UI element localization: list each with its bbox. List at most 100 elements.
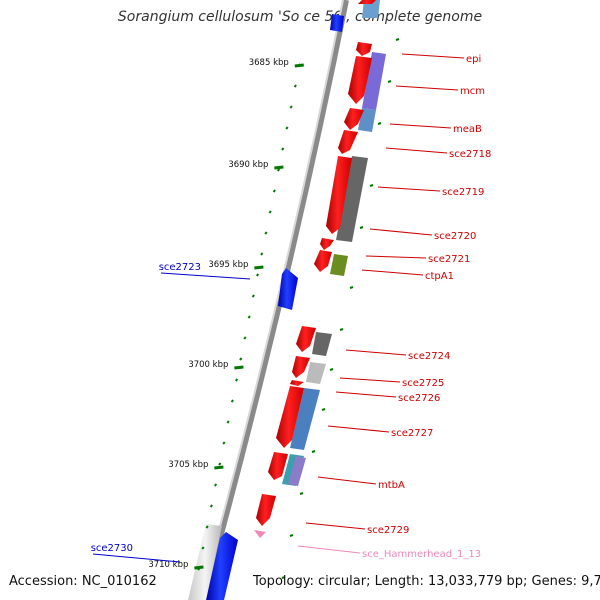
genome-backbone-highlight xyxy=(199,0,344,600)
gene-label: ctpA1 xyxy=(425,271,454,282)
tick-dot xyxy=(264,231,268,235)
gene-arrow xyxy=(326,156,352,234)
tick-label: 3695 kbp xyxy=(208,260,248,270)
leader-line xyxy=(339,377,401,383)
tick-labels: 3685 kbp 3690 kbp 3695 kbp 3700 kbp 3705 kbp… xyxy=(148,58,304,570)
gene-feature-mcm xyxy=(362,52,386,110)
gene-feature-meaB xyxy=(358,108,376,132)
leader-line xyxy=(395,85,459,91)
major-tick xyxy=(214,465,224,470)
gene-feature-sce2725 xyxy=(306,362,326,384)
tick-dot xyxy=(268,210,272,214)
tick-dot xyxy=(299,492,304,495)
tick-label: 3690 kbp xyxy=(228,160,268,170)
tick-dot xyxy=(281,576,286,579)
gene-label: mtbA xyxy=(378,480,405,491)
gene-label: sce2720 xyxy=(434,231,476,242)
tick-dot xyxy=(289,534,294,537)
map-title: Sorangium cellulosum 'So ce 56', complet… xyxy=(117,9,483,25)
gene-feature-ctpA1 xyxy=(330,254,348,276)
leader-line xyxy=(385,147,448,154)
tick-dot xyxy=(289,105,293,109)
gene-label: sce_Hammerhead_1_13 xyxy=(362,549,481,560)
major-tick xyxy=(254,265,264,270)
leader-line xyxy=(160,272,251,280)
tick-dot xyxy=(285,126,289,130)
leader-line xyxy=(361,269,424,276)
gene-feature-mtbA-b xyxy=(288,456,306,486)
tick-dot xyxy=(281,147,285,151)
gene-arrow-sce2723 xyxy=(278,268,298,310)
tick-dot xyxy=(222,441,226,445)
major-tick xyxy=(194,565,204,570)
accession-text: Accession: NC_010162 xyxy=(9,574,157,589)
gene-arrow xyxy=(358,0,376,4)
gene-arrow-top-blue xyxy=(330,14,344,32)
leader-line xyxy=(389,123,452,129)
gene-feature-sce2727 xyxy=(290,388,320,450)
tick-dot xyxy=(251,294,255,298)
gene-label: sce2725 xyxy=(402,378,444,389)
leader-line xyxy=(327,425,390,433)
gene-label: sce2721 xyxy=(428,254,470,265)
tick-dot xyxy=(235,378,239,382)
tick-label: 3705 kbp xyxy=(168,460,208,470)
tick-dot xyxy=(205,525,209,529)
rna-marker xyxy=(254,530,266,538)
tick-label: 3700 kbp xyxy=(188,360,228,370)
gene-label: sce2719 xyxy=(442,187,484,198)
tick-dot xyxy=(349,286,354,289)
tick-label: 3710 kbp xyxy=(148,560,188,570)
gene-feature-top-gray xyxy=(362,0,380,18)
tick-dot xyxy=(201,546,205,550)
tick-dot xyxy=(369,184,374,187)
gene-arrow xyxy=(348,56,372,104)
topology-text: Topology: circular; Length: 13,033,779 b… xyxy=(253,574,600,589)
leader-line xyxy=(297,545,361,554)
tick-dot xyxy=(243,336,247,340)
forward-genes xyxy=(254,0,376,538)
gene-arrow-sce2730 xyxy=(206,532,238,600)
gene-label: sce2718 xyxy=(449,149,491,160)
gene-label: sce2727 xyxy=(391,428,433,439)
gene-arrow xyxy=(256,494,276,526)
gene-label: meaB xyxy=(453,124,482,135)
tick-dot xyxy=(395,38,400,41)
tick-dot xyxy=(260,252,264,256)
gene-arrow xyxy=(290,380,304,386)
tick-dot xyxy=(321,408,326,411)
tick-label: 3685 kbp xyxy=(249,58,289,68)
right-tick-track xyxy=(281,38,400,579)
tick-dot xyxy=(293,84,297,88)
leader-line xyxy=(345,349,407,356)
tick-dot xyxy=(339,328,344,331)
gene-labels-left: sce2723 sce2730 xyxy=(91,262,251,563)
tick-dot xyxy=(359,226,364,229)
leader-line xyxy=(335,391,397,398)
tick-dot xyxy=(209,504,213,508)
gene-arrow xyxy=(296,326,316,352)
gene-arrow xyxy=(320,238,334,250)
tick-dot xyxy=(377,122,382,125)
gene-arrow xyxy=(276,386,304,448)
tick-dot xyxy=(276,168,281,172)
leader-line xyxy=(401,53,465,59)
gene-arrow xyxy=(356,42,372,56)
gene-label: sce2724 xyxy=(408,351,450,362)
gene-label: mcm xyxy=(460,86,485,97)
gene-arrow xyxy=(268,452,288,480)
tick-dot xyxy=(239,357,243,361)
leader-line xyxy=(305,522,366,530)
tick-dot xyxy=(387,80,392,83)
gene-arrow xyxy=(314,250,332,272)
gene-feature-sce2719 xyxy=(336,156,368,242)
leader-line xyxy=(317,476,377,485)
major-tick xyxy=(274,165,284,170)
tick-dot xyxy=(226,420,230,424)
gene-label: sce2726 xyxy=(398,393,440,404)
major-tick xyxy=(294,63,304,68)
gene-label: epi xyxy=(466,54,481,65)
gene-labels-right: epi mcm meaB sce2718 sce2719 sce2720 sce2721 ct… xyxy=(297,53,491,560)
tick-dot xyxy=(329,368,334,371)
